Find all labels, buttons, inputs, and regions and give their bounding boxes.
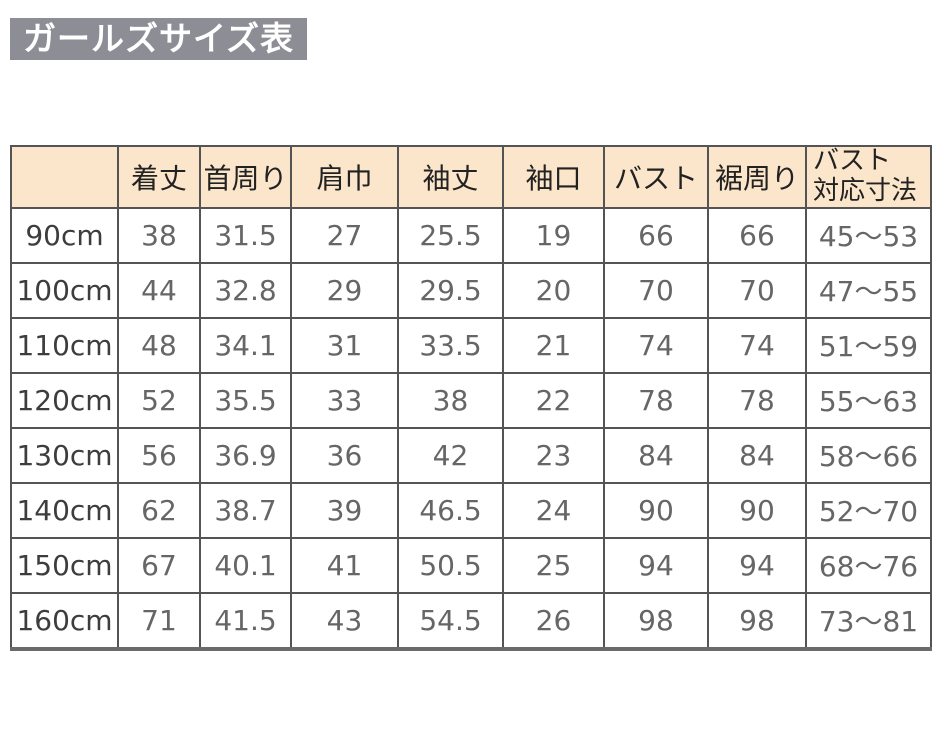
data-cell: 52〜70 (805, 481, 932, 539)
data-cell: 29.5 (397, 261, 504, 319)
table-row-110cm: 110cm 48 34.1 31 33.5 21 74 74 51〜59 (10, 316, 932, 374)
data-cell: 66 (603, 206, 709, 264)
data-cell: 51〜59 (805, 316, 932, 374)
data-cell: 38 (117, 206, 201, 264)
data-cell: 31.5 (199, 206, 292, 264)
data-cell: 36.9 (199, 426, 292, 484)
row-label: 90cm (10, 206, 119, 264)
table-row-140cm: 140cm 62 38.7 39 46.5 24 90 90 52〜70 (10, 481, 932, 539)
page-title: ガールズサイズ表 (10, 18, 308, 60)
data-cell: 58〜66 (805, 426, 932, 484)
data-cell: 22 (502, 371, 605, 429)
row-label: 160cm (10, 591, 119, 650)
data-cell: 67 (117, 536, 201, 594)
data-cell: 73〜81 (805, 591, 932, 650)
data-cell: 42 (397, 426, 504, 484)
data-cell: 36 (290, 426, 399, 484)
data-cell: 55〜63 (805, 371, 932, 429)
data-cell: 32.8 (199, 261, 292, 319)
header-cell-blank (10, 145, 119, 209)
data-cell: 98 (707, 591, 807, 650)
table-row-130cm: 130cm 56 36.9 36 42 23 84 84 58〜66 (10, 426, 932, 484)
header-cell-bust-range: バスト 対応寸法 (805, 145, 932, 209)
data-cell: 31 (290, 316, 399, 374)
girls-size-table: 着丈 首周り 肩巾 袖丈 袖口 バスト 裾周り バスト 対応寸法 90cm 38… (10, 145, 932, 651)
data-cell: 62 (117, 481, 201, 539)
data-cell: 34.1 (199, 316, 292, 374)
row-label: 150cm (10, 536, 119, 594)
data-cell: 52 (117, 371, 201, 429)
data-cell: 25.5 (397, 206, 504, 264)
data-cell: 45〜53 (805, 206, 932, 264)
data-cell: 47〜55 (805, 261, 932, 319)
data-cell: 33.5 (397, 316, 504, 374)
data-cell: 54.5 (397, 591, 504, 650)
data-cell: 74 (707, 316, 807, 374)
table-row-150cm: 150cm 67 40.1 41 50.5 25 94 94 68〜76 (10, 536, 932, 594)
data-cell: 39 (290, 481, 399, 539)
data-cell: 71 (117, 591, 201, 650)
data-cell: 74 (603, 316, 709, 374)
data-cell: 19 (502, 206, 605, 264)
header-row: 着丈 首周り 肩巾 袖丈 袖口 バスト 裾周り バスト 対応寸法 (10, 145, 932, 209)
data-cell: 24 (502, 481, 605, 539)
data-cell: 38.7 (199, 481, 292, 539)
data-cell: 41 (290, 536, 399, 594)
table-row-90cm: 90cm 38 31.5 27 25.5 19 66 66 45〜53 (10, 206, 932, 264)
data-cell: 27 (290, 206, 399, 264)
header-cell-body-length: 着丈 (117, 145, 201, 209)
data-cell: 84 (707, 426, 807, 484)
data-cell: 78 (707, 371, 807, 429)
row-label: 130cm (10, 426, 119, 484)
data-cell: 40.1 (199, 536, 292, 594)
header-cell-shoulder: 肩巾 (290, 145, 399, 209)
data-cell: 35.5 (199, 371, 292, 429)
data-cell: 68〜76 (805, 536, 932, 594)
table-row-160cm: 160cm 71 41.5 43 54.5 26 98 98 73〜81 (10, 591, 932, 650)
data-cell: 90 (707, 481, 807, 539)
data-cell: 66 (707, 206, 807, 264)
data-cell: 21 (502, 316, 605, 374)
data-cell: 43 (290, 591, 399, 650)
data-cell: 78 (603, 371, 709, 429)
row-label: 100cm (10, 261, 119, 319)
data-cell: 26 (502, 591, 605, 650)
data-cell: 90 (603, 481, 709, 539)
table-row-120cm: 120cm 52 35.5 33 38 22 78 78 55〜63 (10, 371, 932, 429)
header-cell-cuff: 袖口 (502, 145, 605, 209)
data-cell: 46.5 (397, 481, 504, 539)
data-cell: 70 (707, 261, 807, 319)
data-cell: 44 (117, 261, 201, 319)
data-cell: 48 (117, 316, 201, 374)
header-cell-neck: 首周り (199, 145, 292, 209)
row-label: 110cm (10, 316, 119, 374)
data-cell: 56 (117, 426, 201, 484)
row-label: 120cm (10, 371, 119, 429)
row-label: 140cm (10, 481, 119, 539)
data-cell: 20 (502, 261, 605, 319)
data-cell: 70 (603, 261, 709, 319)
header-cell-bust: バスト (603, 145, 709, 209)
data-cell: 41.5 (199, 591, 292, 650)
data-cell: 84 (603, 426, 709, 484)
header-cell-hem: 裾周り (707, 145, 807, 209)
data-cell: 38 (397, 371, 504, 429)
table-row-100cm: 100cm 44 32.8 29 29.5 20 70 70 47〜55 (10, 261, 932, 319)
data-cell: 98 (603, 591, 709, 650)
data-cell: 50.5 (397, 536, 504, 594)
data-cell: 94 (707, 536, 807, 594)
data-cell: 94 (603, 536, 709, 594)
data-cell: 29 (290, 261, 399, 319)
data-cell: 33 (290, 371, 399, 429)
data-cell: 25 (502, 536, 605, 594)
header-cell-sleeve-length: 袖丈 (397, 145, 504, 209)
data-cell: 23 (502, 426, 605, 484)
